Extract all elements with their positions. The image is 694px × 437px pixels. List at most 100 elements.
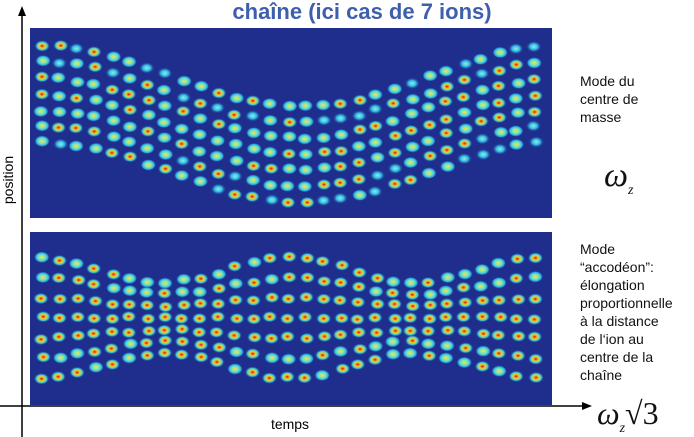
ion [262, 311, 278, 323]
ion [140, 159, 156, 171]
ion [192, 97, 208, 109]
ion [122, 151, 138, 163]
ion [104, 99, 120, 111]
ion [385, 276, 401, 288]
ion [508, 272, 524, 284]
ion [420, 338, 436, 350]
ion [156, 132, 172, 144]
ion [420, 277, 436, 289]
ion [87, 61, 103, 73]
ion [192, 160, 208, 172]
ion [51, 106, 67, 118]
ion [510, 293, 526, 305]
ion [367, 354, 383, 366]
ion [157, 100, 173, 112]
ion [70, 311, 86, 323]
ion [211, 118, 227, 130]
ion [527, 271, 543, 283]
ion [122, 121, 138, 133]
ion [53, 352, 69, 364]
ion [333, 129, 349, 141]
ion [192, 113, 208, 125]
ion [475, 99, 491, 111]
ion [281, 353, 297, 365]
ion [333, 277, 349, 289]
ion [174, 123, 190, 135]
ion [228, 294, 244, 306]
ion [297, 180, 313, 192]
ion [280, 331, 296, 343]
ion [491, 365, 507, 377]
ion [508, 370, 524, 382]
ion [192, 286, 208, 298]
ion [210, 168, 226, 180]
ion [140, 125, 156, 137]
ion [227, 189, 243, 201]
ion [422, 150, 438, 162]
ion [526, 313, 542, 325]
ion [121, 352, 137, 364]
ion [508, 43, 524, 55]
ion [404, 108, 420, 120]
x-label: temps [271, 416, 309, 432]
ion [86, 110, 102, 122]
ion [88, 94, 104, 106]
ion [332, 329, 348, 341]
ion [211, 87, 227, 99]
ion [174, 336, 190, 348]
ion [527, 331, 543, 343]
ion [279, 180, 295, 192]
ion [422, 313, 438, 325]
caption-line: proportionnelle [580, 295, 673, 311]
ion [527, 252, 543, 264]
ion [69, 76, 85, 88]
ion [437, 95, 453, 107]
caption-line: centre de [580, 91, 639, 107]
ion [457, 137, 473, 149]
ion [405, 335, 421, 347]
ion [385, 348, 401, 360]
ion [455, 91, 471, 103]
ion [528, 372, 544, 384]
ion [262, 179, 278, 191]
ion [71, 274, 87, 286]
ion [315, 349, 331, 361]
ion [139, 62, 155, 74]
ion [422, 70, 438, 82]
ion [423, 87, 439, 99]
ion [385, 97, 401, 109]
ion [387, 178, 403, 190]
ion [509, 253, 525, 265]
ion [227, 170, 243, 182]
ion [211, 341, 227, 353]
ion [352, 124, 368, 136]
ion [121, 136, 137, 148]
ion [456, 74, 472, 86]
ion [298, 353, 314, 365]
ion [508, 139, 524, 151]
ion [458, 58, 474, 70]
ion [456, 356, 472, 368]
ion [88, 295, 104, 307]
ion [510, 107, 526, 119]
ion [140, 313, 156, 325]
ion [508, 313, 524, 325]
ion [85, 78, 101, 90]
ion [438, 127, 454, 139]
caption-line: élongation [580, 277, 645, 293]
x-arrow [582, 402, 592, 410]
ion [420, 325, 436, 337]
ion [193, 273, 209, 285]
ion [298, 164, 314, 176]
ion [493, 126, 509, 138]
ion [50, 371, 66, 383]
ion [210, 135, 226, 147]
ion [193, 80, 209, 92]
ion [527, 90, 543, 102]
ion [491, 294, 507, 306]
ion [264, 194, 280, 206]
ion [104, 326, 120, 338]
ion [527, 293, 543, 305]
ion [455, 281, 471, 293]
ion [316, 313, 332, 325]
